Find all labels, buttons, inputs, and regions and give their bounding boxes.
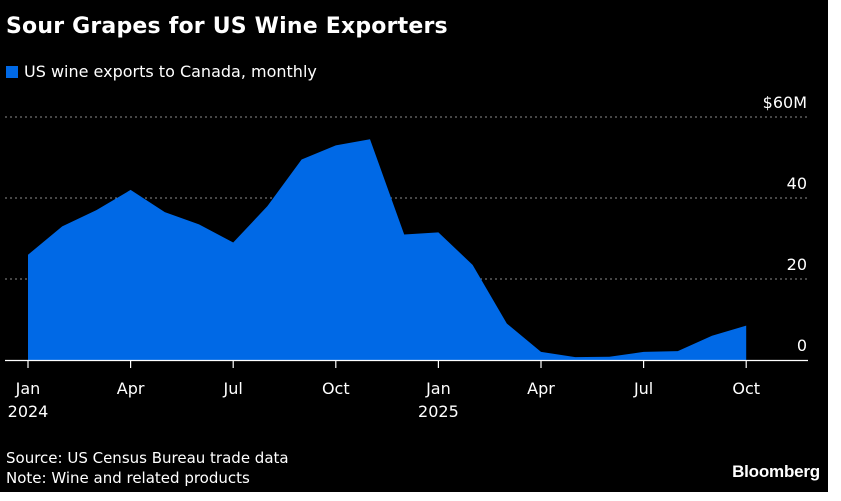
note-text: Note: Wine and related products — [6, 469, 250, 487]
chart-frame: Sour Grapes for US Wine Exporters US win… — [0, 0, 828, 492]
y-tick-label-0: 0 — [797, 336, 807, 355]
chart-title: Sour Grapes for US Wine Exporters — [6, 14, 448, 39]
bloomberg-logo: Bloomberg — [732, 462, 820, 481]
x-tick-label-2025-07: Jul — [633, 379, 653, 398]
legend-swatch — [6, 65, 18, 78]
source-text: Source: US Census Bureau trade data — [6, 449, 289, 467]
y-tick-label-60: $60M — [763, 93, 807, 112]
x-tick-year-2025: 2025 — [418, 402, 459, 421]
x-tick-label-2024-10: Oct — [322, 379, 350, 398]
x-tick-label-2025-04: Apr — [527, 379, 555, 398]
x-tick-label-2024-07: Jul — [223, 379, 243, 398]
y-tick-label-20: 20 — [787, 255, 807, 274]
x-tick-year-2024: 2024 — [8, 402, 49, 421]
x-tick-label-2024-01: Jan — [15, 379, 41, 398]
legend-label: US wine exports to Canada, monthly — [24, 62, 317, 81]
x-tick-label-2025-10: Oct — [732, 379, 760, 398]
x-tick-label-2025-01: Jan — [425, 379, 451, 398]
chart-legend: US wine exports to Canada, monthly — [6, 62, 317, 81]
series-area — [28, 139, 747, 360]
x-tick-label-2024-04: Apr — [117, 379, 145, 398]
y-tick-label-40: 40 — [787, 174, 807, 193]
chart-area: 0 20 40 $60M Jan 2024 Apr Jul Oct Jan 2025 Apr Jul Oc… — [5, 93, 808, 421]
